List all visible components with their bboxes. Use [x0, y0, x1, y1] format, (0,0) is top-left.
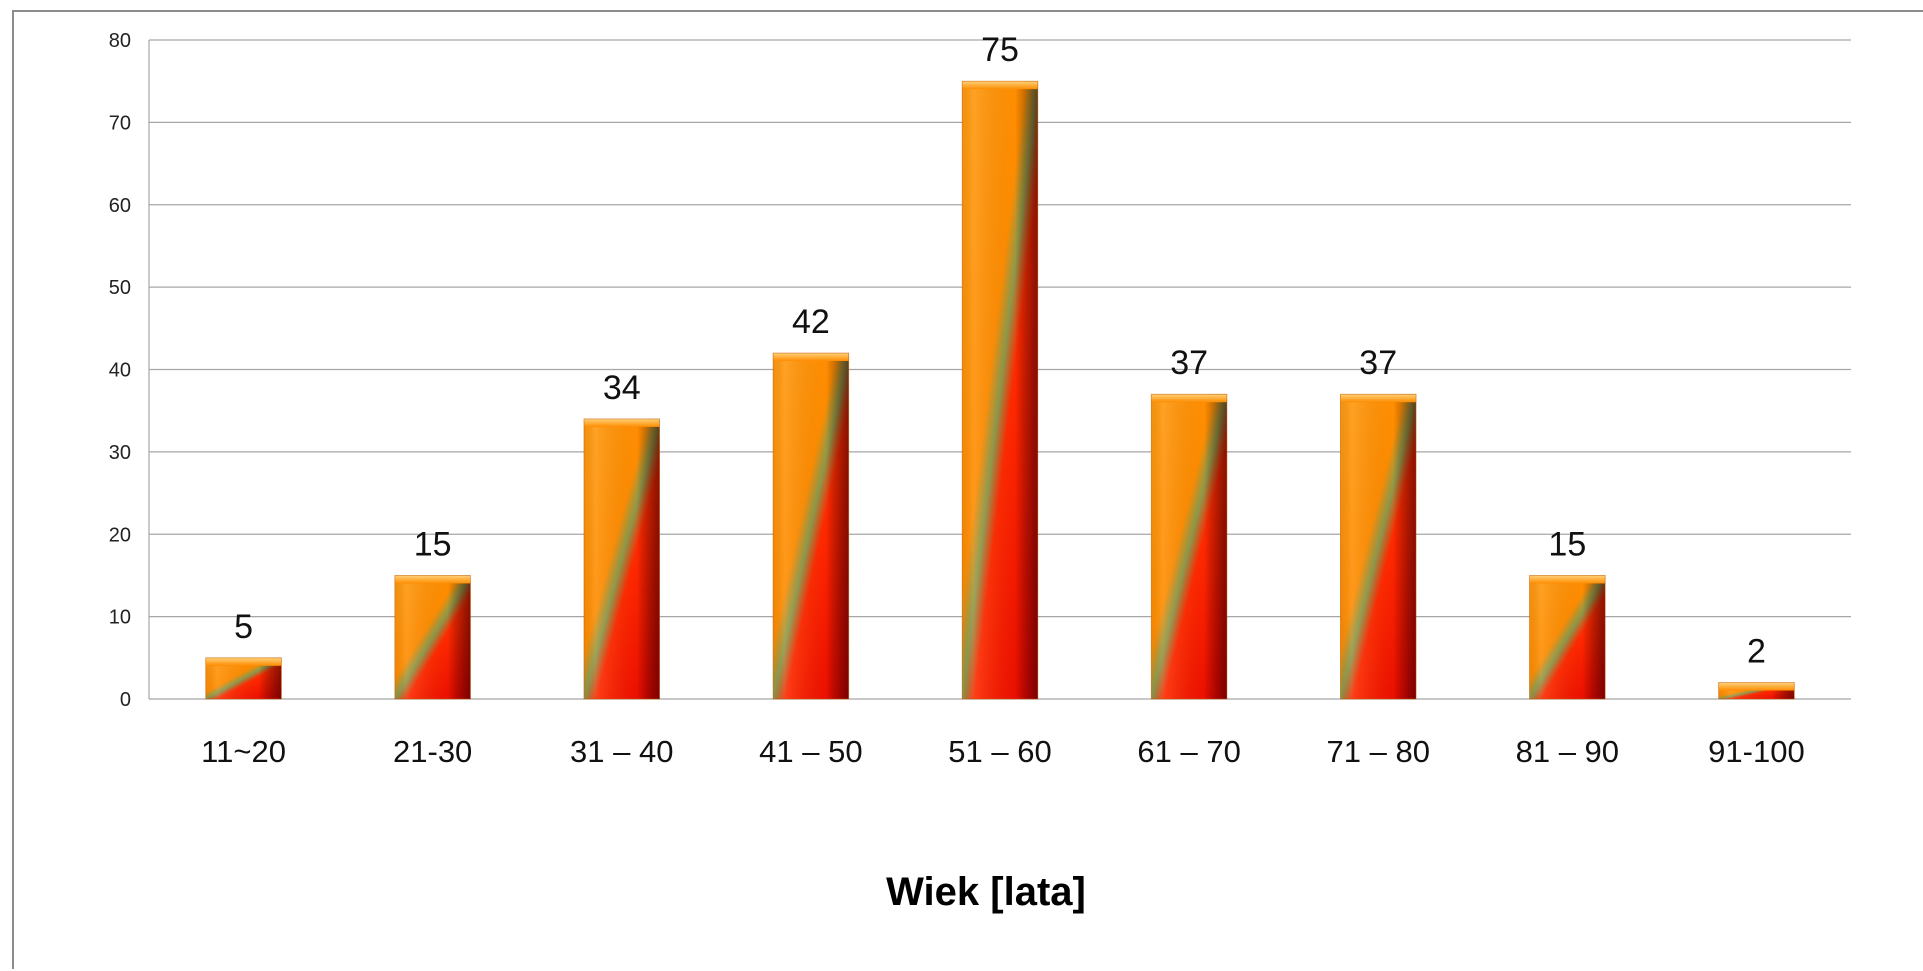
bar-cap	[1718, 682, 1795, 691]
bar-cap	[394, 575, 471, 584]
bar-outline	[205, 657, 282, 700]
y-tick-label: 10	[109, 607, 131, 629]
x-tick-label: 81 – 90	[1516, 734, 1619, 769]
data-label: 2	[1747, 633, 1766, 671]
bar-outline	[394, 575, 471, 700]
x-tick-label: 51 – 60	[948, 734, 1051, 769]
bar-shade	[394, 575, 471, 699]
y-tick-label: 20	[109, 524, 131, 546]
data-label: 42	[792, 303, 830, 341]
bar-outline	[1529, 575, 1606, 700]
bar	[961, 80, 1039, 700]
bar	[205, 657, 282, 700]
x-axis-title: Wiek [lata]	[886, 870, 1086, 914]
bars	[205, 80, 1795, 700]
y-axis-tick-labels: 0 10 20 30 40 50 60 70 80	[109, 30, 131, 711]
bar-cap	[205, 657, 282, 666]
bar	[1340, 393, 1417, 700]
y-tick-label: 50	[109, 277, 131, 299]
x-axis-tick-labels: 11~20 21-30 31 – 40 41 – 50 51 – 60 61 – 70 71…	[201, 734, 1805, 769]
y-tick-label: 30	[109, 442, 131, 464]
bar-shade	[773, 353, 849, 699]
bar-chart: 0 10 20 30 40 50 60 70 80 5 15 34 42 75 37 37 15 2 11~20…	[109, 30, 1851, 914]
bar-outline	[772, 352, 850, 700]
bar-shade	[1340, 394, 1417, 699]
bar-cap	[1340, 394, 1417, 403]
bar-cap	[1151, 394, 1227, 403]
x-tick-label: 31 – 40	[570, 734, 673, 769]
data-label: 37	[1359, 344, 1397, 382]
bar-outline	[583, 418, 661, 700]
bar-outline	[1150, 393, 1228, 700]
bar	[1529, 575, 1606, 700]
data-label: 15	[414, 525, 452, 563]
x-tick-label: 41 – 50	[759, 734, 862, 769]
x-tick-label: 91-100	[1708, 734, 1805, 769]
bar-shade	[962, 81, 1038, 699]
data-label: 75	[981, 31, 1019, 69]
bar-cap	[583, 418, 660, 427]
data-label: 37	[1170, 344, 1208, 382]
data-label: 15	[1548, 525, 1586, 563]
y-tick-label: 0	[120, 689, 131, 711]
bar-outline	[1718, 682, 1795, 700]
bar	[1150, 393, 1228, 700]
bar-shade	[1151, 394, 1227, 699]
bar-cap	[773, 353, 849, 362]
bar-cap	[962, 81, 1038, 90]
y-tick-label: 80	[109, 30, 131, 52]
x-tick-label: 71 – 80	[1327, 734, 1430, 769]
bar	[394, 575, 471, 700]
y-tick-label: 60	[109, 195, 131, 217]
data-labels: 5 15 34 42 75 37 37 15 2	[234, 31, 1766, 670]
y-tick-label: 70	[109, 112, 131, 134]
x-tick-label: 61 – 70	[1137, 734, 1240, 769]
bar	[772, 352, 850, 700]
bar-outline	[961, 80, 1039, 700]
x-tick-label: 21-30	[393, 734, 472, 769]
y-tick-label: 40	[109, 360, 131, 382]
data-label: 34	[603, 369, 641, 407]
bar-outline	[1340, 393, 1417, 700]
bar-cap	[1529, 575, 1606, 584]
bar-shade	[583, 418, 660, 699]
x-tick-label: 11~20	[201, 734, 286, 769]
chart-frame: 0 10 20 30 40 50 60 70 80 5 15 34 42 75 37 37 15 2 11~20…	[12, 10, 1923, 969]
bar-shade	[1529, 575, 1606, 699]
bar	[1718, 682, 1795, 700]
bar	[583, 418, 661, 700]
data-label: 5	[234, 608, 253, 646]
